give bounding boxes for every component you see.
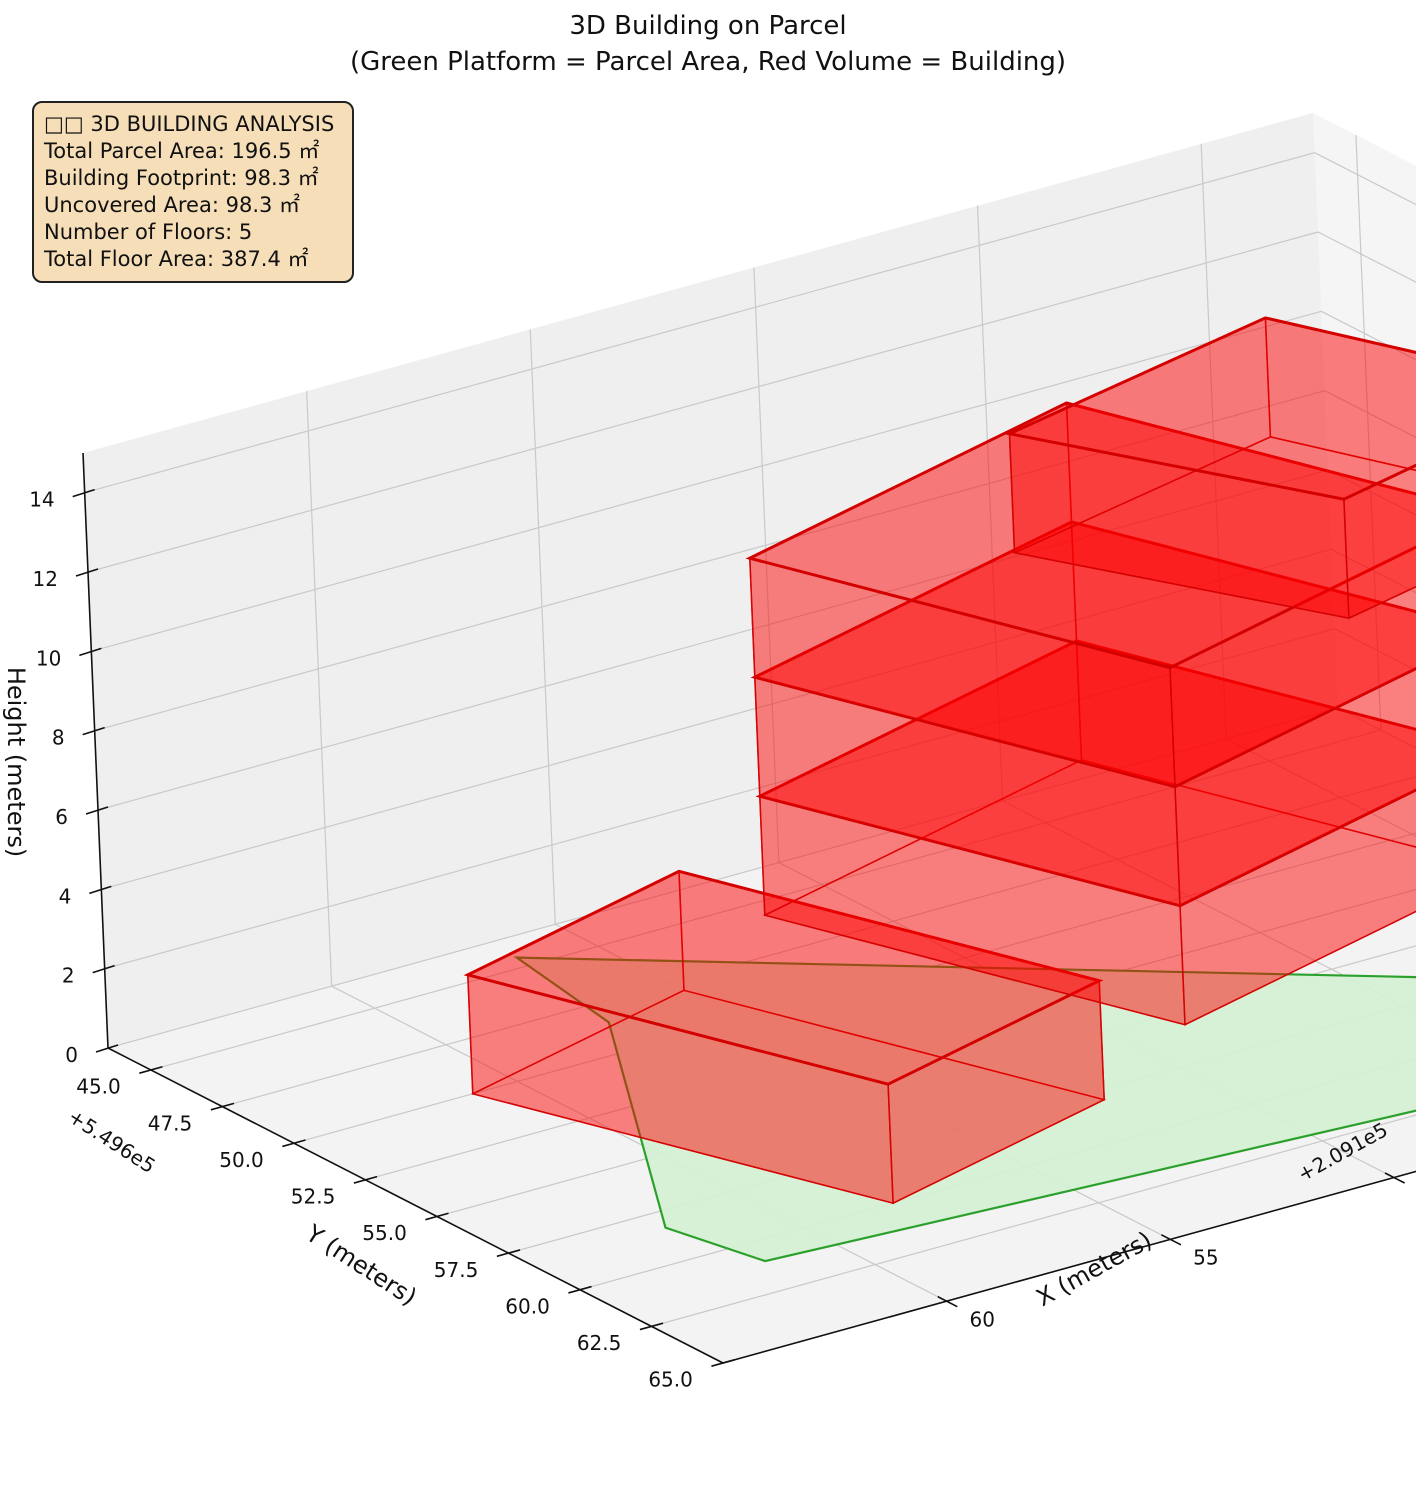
y-tick-label: 62.5 [577,1331,622,1355]
parcel-layer [513,956,1416,1263]
building-floor-5 [1004,316,1416,620]
building-floor-3 [750,520,1416,907]
grid-line [651,1114,1416,1327]
x-tick-label: 55 [1193,1246,1218,1270]
info-uncovered-area: Uncovered Area: 98.3 ㎡ [44,193,301,217]
z-tick-label: 14 [29,488,54,512]
building-roof-face [745,401,1416,670]
building-roof-face [1004,316,1416,501]
z-tick-mark [75,568,99,577]
y-tick-label: 57.5 [434,1258,479,1282]
z-tick-label: 2 [62,964,75,988]
z-tick-label: 12 [33,567,58,591]
z-tick-label: 0 [65,1043,78,1067]
y-tick-mark [711,1359,735,1367]
z-tick-mark [85,806,109,815]
x-tick-mark [1161,1234,1182,1246]
info-total-parcel-area: Total Parcel Area: 196.5 ㎡ [44,139,320,163]
grid-line [87,231,1319,573]
x-tick-mark [937,1295,958,1308]
grid-line [976,205,1004,801]
y-tick-mark [639,1322,664,1331]
grid-line [306,391,333,987]
grid-line [107,707,1339,1049]
chart-title: 3D Building on Parcel [569,11,847,41]
z-tick-mark [89,885,112,895]
grid-line [1225,738,1416,837]
z-tick-label: 6 [55,805,68,829]
y-tick-mark [425,1212,449,1221]
y-tick-label: 47.5 [148,1111,193,1135]
z-tick-mark [82,726,105,736]
info-building-footprint: Building Footprint: 98.3 ㎡ [44,166,319,190]
info-number-of-floors: Number of Floors: 5 [44,220,253,244]
z-axis-line [82,452,109,1049]
grid-line [104,628,1335,970]
back-pane [1313,113,1416,748]
x-axis-line [722,1170,1416,1364]
y-tick-mark [568,1285,592,1294]
y-tick-label: 65.0 [648,1368,693,1392]
grid-line [91,310,1322,652]
grid-line [331,985,947,1302]
grid-line [84,152,1315,494]
y-tick-label: 50.0 [219,1148,264,1172]
grid-line [1355,134,1382,731]
y-tick-label: 55.0 [362,1221,407,1245]
grid-line [94,390,1325,732]
y-tick-mark [353,1175,378,1184]
grid-line [222,776,1416,1108]
y-tick-label: 45.0 [76,1075,121,1099]
x-tick-mark [1384,1172,1405,1184]
building-roof-face [463,869,1104,1086]
z-tick-mark [92,964,115,974]
info-box-heading: □□ 3D BUILDING ANALYSIS [44,112,335,136]
parcel-polygon [513,956,1416,1263]
z-tick-label: 4 [59,884,72,908]
z-tick-mark [95,1044,119,1053]
y-tick-mark [282,1139,306,1148]
z-tick-mark [72,488,95,498]
chart-subtitle: (Green Platform = Parcel Area, Red Volum… [349,47,1067,77]
z-tick-mark [79,647,102,657]
x-tick-label: 60 [970,1307,995,1331]
grid-line [529,329,556,925]
y-offset-label: +5.496e5 [64,1104,160,1178]
analysis-info-box: □□ 3D BUILDING ANALYSIS Total Parcel Are… [32,101,354,283]
z-axis-label: Height (meters) [2,667,30,857]
y-tick-label: 52.5 [291,1185,336,1209]
z-tick-label: 8 [52,726,65,750]
y-tick-mark [139,1066,163,1074]
grid-line [1002,800,1416,1014]
y-tick-mark [210,1102,235,1111]
axes-layer: 404550556045.047.550.052.555.057.560.062… [29,452,1416,1392]
building-floor-1 [463,869,1107,1205]
y-axis-line [107,1047,724,1364]
grid-line [101,548,1332,890]
building-layer [463,316,1416,1205]
y-tick-mark [496,1249,521,1258]
side-pane [83,113,1338,1048]
grid-line [97,469,1329,811]
z-tick-label: 10 [36,646,61,670]
y-tick-label: 60.0 [505,1294,550,1318]
grid-line [753,267,780,863]
info-total-floor-area: Total Floor Area: 387.4 ㎡ [44,247,309,271]
building-floor-4 [745,401,1416,788]
